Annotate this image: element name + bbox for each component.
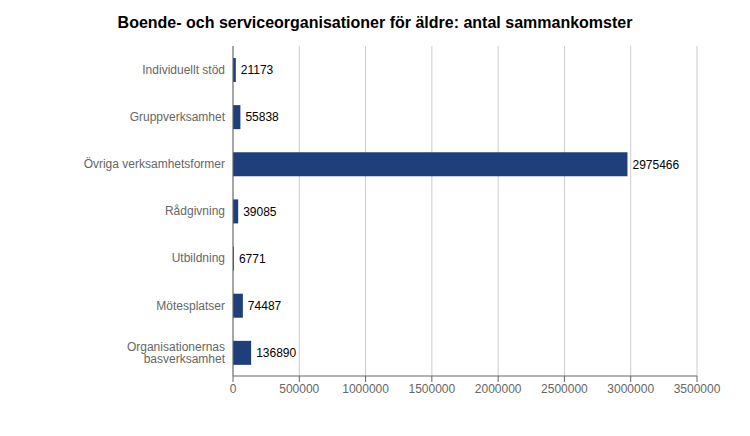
svg-text:Mötesplatser: Mötesplatser (156, 299, 225, 313)
svg-text:Gruppverksamhet: Gruppverksamhet (130, 110, 226, 124)
svg-text:55838: 55838 (245, 110, 279, 124)
html-text:Boende- och serviceorganisatio: Boende- och serviceorganisationer för äl… (117, 14, 633, 31)
svg-text:3000000: 3000000 (607, 382, 654, 396)
svg-text:Rådgivning: Rådgivning (165, 204, 225, 218)
svg-text:Övriga verksamhetsformer: Övriga verksamhetsformer (84, 157, 225, 171)
svg-text:Individuellt stöd: Individuellt stöd (142, 63, 225, 77)
svg-text:500000: 500000 (279, 382, 319, 396)
svg-text:0: 0 (230, 382, 237, 396)
svg-text:136890: 136890 (256, 346, 296, 360)
svg-text:1000000: 1000000 (342, 382, 389, 396)
svg-text:Utbildning: Utbildning (172, 251, 225, 265)
svg-text:6771: 6771 (239, 252, 266, 266)
svg-text:74487: 74487 (248, 299, 282, 313)
svg-text:Organisationernasbasverksamhet: Organisationernasbasverksamhet (127, 340, 226, 366)
svg-text:39085: 39085 (243, 205, 277, 219)
svg-text:2500000: 2500000 (541, 382, 588, 396)
svg-text:2000000: 2000000 (475, 382, 522, 396)
svg-text:1500000: 1500000 (408, 382, 455, 396)
svg-text:2975466: 2975466 (632, 158, 679, 172)
svg-text:21173: 21173 (241, 63, 274, 77)
svg-text:3500000: 3500000 (674, 382, 721, 396)
